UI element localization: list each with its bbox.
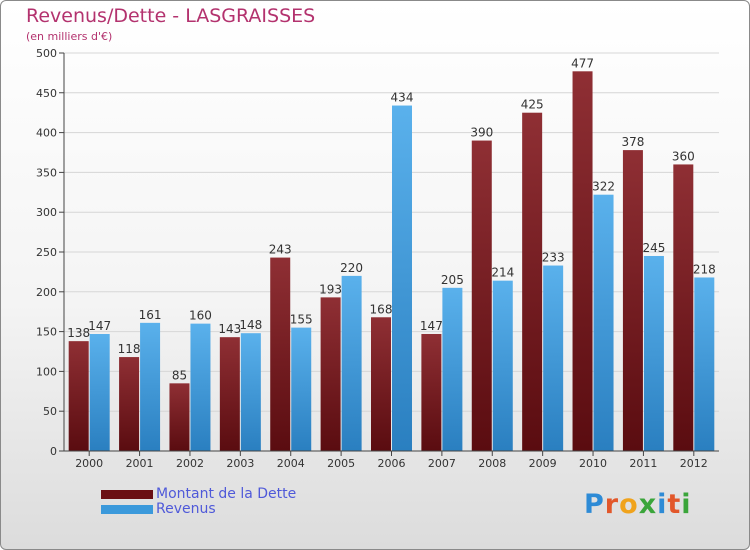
- bar-revenus: [593, 194, 614, 452]
- data-label: 193: [319, 282, 342, 296]
- bar-revenus: [89, 333, 110, 451]
- data-label: 425: [521, 98, 544, 112]
- x-tick-label: 2004: [277, 457, 305, 470]
- y-tick-label: 350: [36, 166, 57, 179]
- data-label: 85: [172, 368, 187, 382]
- bar-dette: [320, 297, 341, 451]
- bar-dette: [68, 341, 89, 451]
- data-label: 233: [542, 251, 565, 265]
- bar-dette: [522, 112, 543, 451]
- bar-revenus: [140, 322, 161, 451]
- x-tick-label: 2006: [378, 457, 406, 470]
- x-tick-label: 2012: [680, 457, 708, 470]
- bar-dette: [421, 333, 442, 451]
- bar-dette: [622, 150, 643, 451]
- data-label: 143: [218, 322, 241, 336]
- x-tick-label: 2000: [75, 457, 103, 470]
- data-label: 118: [118, 342, 141, 356]
- y-tick-label: 200: [36, 286, 57, 299]
- x-tick-label: 2008: [478, 457, 506, 470]
- logo-letter: i: [681, 489, 692, 520]
- logo-letter: i: [657, 489, 668, 520]
- data-label: 161: [139, 308, 162, 322]
- bar-dette: [169, 383, 190, 451]
- data-label: 155: [290, 313, 313, 327]
- bar-revenus: [392, 105, 412, 451]
- x-tick-label: 2011: [629, 457, 657, 470]
- bar-dette: [471, 140, 492, 451]
- data-label: 477: [571, 56, 594, 70]
- bar-revenus: [643, 255, 664, 451]
- bar-revenus: [694, 277, 715, 451]
- logo-letter: r: [604, 489, 620, 520]
- data-label: 378: [621, 135, 644, 149]
- x-tick-label: 2003: [226, 457, 254, 470]
- proxiti-logo: Proxiti: [584, 489, 692, 520]
- data-label: 243: [269, 243, 292, 257]
- x-tick-label: 2007: [428, 457, 456, 470]
- data-label: 322: [592, 180, 615, 194]
- bar-dette: [572, 71, 593, 452]
- y-tick-label: 450: [36, 87, 57, 100]
- y-tick-label: 300: [36, 206, 57, 219]
- x-tick-label: 2002: [176, 457, 204, 470]
- data-label: 434: [391, 91, 414, 105]
- bar-revenus: [543, 265, 564, 451]
- data-label: 245: [642, 241, 665, 255]
- bar-dette: [673, 164, 694, 451]
- data-label: 147: [420, 319, 443, 333]
- x-tick-label: 2009: [529, 457, 557, 470]
- data-label: 148: [239, 318, 262, 332]
- legend-swatch-revenus: [101, 505, 153, 514]
- bar-revenus: [442, 287, 463, 451]
- data-label: 218: [693, 262, 716, 276]
- y-tick-label: 100: [36, 365, 57, 378]
- bar-revenus: [492, 280, 513, 451]
- bar-revenus: [341, 275, 362, 451]
- bar-dette: [219, 337, 240, 451]
- data-label: 138: [67, 326, 90, 340]
- x-tick-label: 2005: [327, 457, 355, 470]
- x-tick-label: 2001: [126, 457, 154, 470]
- legend-label-dette: Montant de la Dette: [156, 486, 297, 502]
- legend-swatch-dette: [101, 490, 153, 499]
- logo-letter: t: [667, 489, 682, 520]
- logo-letter: P: [584, 489, 605, 520]
- data-label: 214: [491, 266, 514, 280]
- bar-dette: [119, 357, 140, 451]
- logo-letter: x: [638, 489, 658, 520]
- bar-dette: [270, 257, 291, 451]
- bar-dette: [371, 317, 391, 451]
- y-tick-label: 50: [43, 405, 57, 418]
- bar-revenus: [240, 333, 261, 451]
- y-tick-label: 0: [50, 445, 57, 458]
- data-label: 168: [370, 302, 393, 316]
- data-label: 160: [189, 309, 212, 323]
- y-tick-label: 500: [36, 47, 57, 60]
- data-label: 360: [672, 149, 695, 163]
- y-tick-label: 400: [36, 127, 57, 140]
- x-tick-label: 2010: [579, 457, 607, 470]
- chart-title: Revenus/Dette - LASGRAISSES: [26, 5, 316, 27]
- y-tick-label: 250: [36, 246, 57, 259]
- data-label: 205: [441, 273, 464, 287]
- data-label: 147: [88, 319, 111, 333]
- chart-subtitle: (en milliers d'€): [26, 30, 113, 43]
- data-label: 220: [340, 261, 363, 275]
- y-tick-label: 150: [36, 326, 57, 339]
- data-label: 390: [470, 126, 493, 140]
- bar-revenus: [291, 327, 312, 451]
- legend-label-revenus: Revenus: [156, 501, 216, 517]
- logo-letter: o: [619, 489, 639, 520]
- bar-revenus: [190, 323, 211, 451]
